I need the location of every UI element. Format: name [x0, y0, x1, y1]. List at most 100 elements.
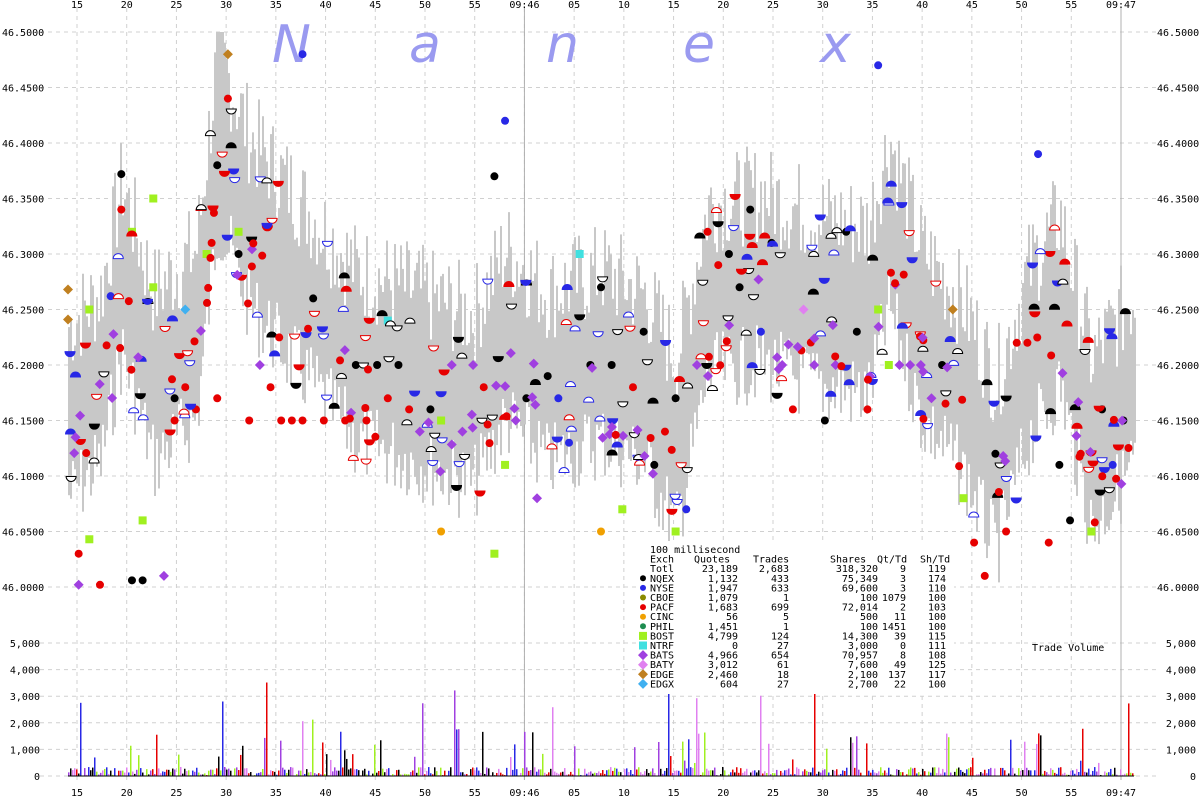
volume-bar — [538, 769, 540, 776]
quote-range-bar — [304, 172, 306, 404]
x-tick-label-top: 55 — [469, 0, 481, 11]
volume-bar — [332, 771, 334, 776]
quote-marker — [249, 239, 257, 247]
volume-bar — [126, 767, 128, 776]
volume-bar — [382, 769, 384, 776]
x-tick-label-top: 45 — [966, 0, 978, 11]
volume-bar — [1004, 770, 1006, 776]
quote-marker — [490, 172, 498, 180]
volume-bar — [274, 772, 276, 776]
quote-marker — [725, 250, 733, 258]
volume-bar — [342, 767, 344, 776]
volume-bar — [650, 772, 652, 776]
volume-bar — [846, 768, 848, 776]
volume-bar — [984, 770, 986, 776]
volume-bar — [698, 734, 700, 776]
quote-range-bar — [426, 263, 428, 492]
quote-range-bar — [1106, 312, 1108, 527]
volume-bar — [744, 771, 746, 776]
quote-marker — [117, 206, 125, 214]
volume-bar — [968, 768, 970, 776]
volume-bar — [702, 772, 704, 776]
volume-bar — [584, 769, 586, 776]
volume-bar — [734, 772, 736, 776]
volume-bar — [990, 768, 992, 776]
quote-range-bar — [448, 266, 450, 505]
volume-bar — [574, 746, 576, 776]
x-tick-label-top: 25 — [767, 0, 779, 11]
volume-bar — [660, 769, 662, 776]
volume-bar — [88, 767, 90, 776]
volume-bar — [724, 770, 726, 776]
volume-bar — [1076, 769, 1078, 776]
quote-marker — [288, 417, 296, 425]
quote-marker — [203, 299, 211, 307]
quote-range-bar — [1074, 239, 1076, 485]
quote-range-bar — [980, 381, 982, 485]
x-tick-label-top: 40 — [320, 0, 332, 11]
quote-range-bar — [930, 231, 932, 453]
quote-range-bar — [108, 283, 110, 395]
quote-range-bar — [1010, 369, 1012, 470]
volume-bar — [292, 768, 294, 776]
quote-range-bar — [86, 316, 88, 470]
volume-bar — [1108, 772, 1110, 776]
volume-bar — [1114, 768, 1116, 776]
volume-bar — [140, 768, 142, 776]
x-tick-label-bottom: 25 — [767, 788, 779, 799]
volume-bar — [236, 767, 238, 776]
legend-cell: EDGX — [650, 679, 674, 690]
quote-range-bar — [366, 236, 368, 474]
quote-range-bar — [782, 227, 784, 351]
watermark-letter: n — [546, 15, 579, 75]
quote-range-bar — [450, 283, 452, 493]
quote-range-bar — [526, 317, 528, 402]
quote-range-bar — [326, 270, 328, 374]
quote-range-bar — [390, 290, 392, 446]
volume-bar — [298, 771, 300, 776]
quote-range-bar — [128, 188, 130, 389]
volume-bar — [90, 770, 92, 776]
watermark-letter: N — [272, 15, 311, 75]
volume-bar — [944, 772, 946, 776]
legend-marker — [640, 614, 646, 620]
quote-marker — [1125, 444, 1133, 452]
quote-marker — [117, 170, 125, 178]
quote-marker — [705, 353, 713, 361]
volume-bar — [690, 767, 692, 776]
quote-range-bar — [654, 272, 656, 518]
quote-marker — [1098, 472, 1106, 480]
quote-range-bar — [736, 152, 738, 405]
volume-bar — [414, 757, 416, 776]
volume-tick-label-left: 5,000 — [10, 639, 40, 650]
volume-bar — [482, 732, 484, 776]
volume-bar — [70, 768, 72, 776]
volume-bar — [522, 768, 524, 776]
volume-bar — [156, 735, 158, 776]
quote-range-bar — [754, 153, 756, 397]
volume-bar — [1002, 768, 1004, 776]
quote-marker — [480, 383, 488, 391]
quote-range-bar — [984, 329, 986, 543]
volume-bar — [872, 770, 874, 776]
volume-bar — [1026, 768, 1028, 776]
volume-bar — [94, 757, 96, 776]
volume-bar — [928, 772, 930, 776]
volume-bar — [922, 769, 924, 776]
volume-bar — [162, 771, 164, 776]
quote-range-bar — [274, 192, 276, 319]
x-tick-label-top: 50 — [1016, 0, 1028, 11]
quote-range-bar — [590, 253, 592, 463]
quote-marker — [277, 417, 285, 425]
volume-bar — [1044, 771, 1046, 776]
quote-marker — [576, 250, 584, 258]
volume-bar — [902, 772, 904, 776]
volume-bar — [760, 696, 762, 776]
quote-range-bar — [966, 265, 968, 516]
volume-bar — [260, 772, 262, 776]
y-tick-label-right: 46.3500 — [1157, 195, 1199, 206]
volume-bar — [1120, 769, 1122, 776]
quote-range-bar — [574, 237, 576, 487]
quote-range-bar — [1096, 346, 1098, 526]
